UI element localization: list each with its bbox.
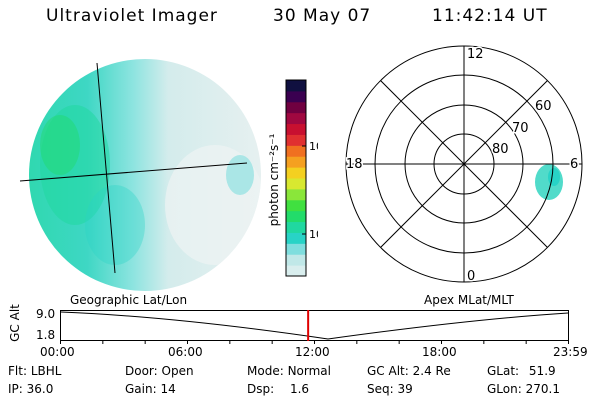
info-glat: GLat: 51.9 — [487, 364, 556, 378]
timeline-plot — [60, 310, 569, 344]
info-flt-label: Flt: — [8, 364, 27, 378]
colorbar-cells — [286, 80, 306, 277]
info-ip-value: 36.0 — [26, 382, 54, 396]
info-gcalt-label: GC Alt: — [367, 364, 409, 378]
info-flt: Flt: LBHL — [8, 364, 61, 378]
longitude-line — [96, 62, 116, 274]
colorbar-label-10: 10 — [309, 228, 318, 241]
colorbar-cell — [286, 80, 306, 92]
info-glon-label: GLon: — [487, 382, 522, 396]
colorbar-cell — [286, 188, 306, 201]
info-gcalt-value: 2.4 Re — [412, 364, 451, 378]
colorbar-cell — [286, 210, 306, 223]
colorbar-cell — [286, 167, 306, 179]
info-dsp-value: 1.6 — [289, 382, 310, 396]
info-gcalt: GC Alt: 2.4 Re — [367, 364, 451, 378]
colorbar-cell — [286, 134, 306, 146]
time-label: 11:42:14 UT — [432, 6, 548, 26]
x-tick-0600: 06:00 — [168, 345, 203, 359]
colorbar-cell — [286, 178, 306, 190]
x-tick-1200: 12:00 — [295, 345, 330, 359]
info-gain-label: Gain: — [125, 382, 157, 396]
polar-plot: 12 6 0 18 60 70 80 — [345, 45, 583, 284]
info-mode: Mode: Normal — [247, 364, 331, 378]
info-mode-value: Normal — [287, 364, 331, 378]
info-ip-label: IP: — [8, 382, 23, 396]
colorbar-cell — [286, 145, 306, 157]
latitude-line — [19, 162, 248, 182]
colorbar-cell — [286, 101, 306, 114]
timeline-frame — [60, 310, 569, 341]
lat-label-80: 80 — [492, 142, 509, 157]
aurora-core — [548, 168, 560, 186]
colorbar-cell — [286, 156, 306, 168]
lat-label-60: 60 — [535, 99, 552, 114]
info-mode-label: Mode: — [247, 364, 284, 378]
colorbar-cell — [286, 254, 306, 266]
info-door-label: Door: — [125, 364, 158, 378]
mlt-label-18: 18 — [346, 157, 363, 172]
colorbar-unit-label: photon cm⁻²s⁻¹ — [267, 133, 281, 226]
info-door: Door: Open — [125, 364, 194, 378]
info-gain-value: 14 — [160, 382, 176, 396]
mlt-label-6: 6 — [570, 157, 578, 172]
meridian-diag-2 — [380, 80, 548, 248]
info-dsp: Dsp: 1.6 — [247, 382, 309, 396]
timeline-ticks — [60, 341, 569, 344]
info-gain: Gain: 14 — [125, 382, 176, 396]
mlt-label-12: 12 — [467, 47, 484, 62]
colorbar-cell — [286, 90, 306, 103]
colorbar-label-100: 100 — [309, 140, 318, 153]
info-glat-label: GLat: — [487, 364, 520, 378]
timeline-y-tick-bottom: 1.8 — [36, 328, 56, 342]
colorbar-cell — [286, 112, 306, 125]
colorbar-cell — [286, 221, 306, 233]
info-seq: Seq: 39 — [367, 382, 413, 396]
colorbar-cell — [286, 265, 306, 277]
aurora-speckles — [40, 105, 261, 265]
info-glat-value: 51.9 — [528, 364, 556, 378]
info-ip: IP: 36.0 — [8, 382, 53, 396]
colorbar-cell — [286, 199, 306, 212]
info-glon: GLon: 270.1 — [487, 382, 560, 396]
timeline-y-tick-top: 9.0 — [36, 307, 56, 321]
timeline-y-label: GC Alt — [7, 304, 22, 342]
x-tick-2359: 23:59 — [553, 345, 588, 359]
date-label: 30 May 07 — [273, 6, 372, 26]
geographic-panel-label: Geographic Lat/Lon — [70, 293, 188, 307]
colorbar-cell — [286, 232, 306, 244]
geographic-image — [19, 59, 261, 291]
colorbar-frame — [285, 79, 307, 277]
x-tick-0000: 00:00 — [40, 345, 75, 359]
info-glon-value: 270.1 — [525, 382, 560, 396]
info-seq-label: Seq: — [367, 382, 394, 396]
info-flt-value: LBHL — [30, 364, 62, 378]
x-tick-1800: 18:00 — [422, 345, 457, 359]
info-door-value: Open — [161, 364, 194, 378]
colorbar: 100 10 photon cm⁻²s⁻¹ — [267, 79, 318, 277]
lat-label-70: 70 — [512, 121, 529, 136]
apex-panel-label: Apex MLat/MLT — [424, 293, 514, 307]
colorbar-cell — [286, 243, 306, 255]
instrument-title: Ultraviolet Imager — [46, 6, 218, 26]
altitude-curve — [60, 311, 569, 340]
colorbar-cell — [286, 123, 306, 135]
mlt-label-0: 0 — [467, 269, 475, 284]
info-seq-value: 39 — [397, 382, 413, 396]
info-dsp-label: Dsp: — [247, 382, 275, 396]
